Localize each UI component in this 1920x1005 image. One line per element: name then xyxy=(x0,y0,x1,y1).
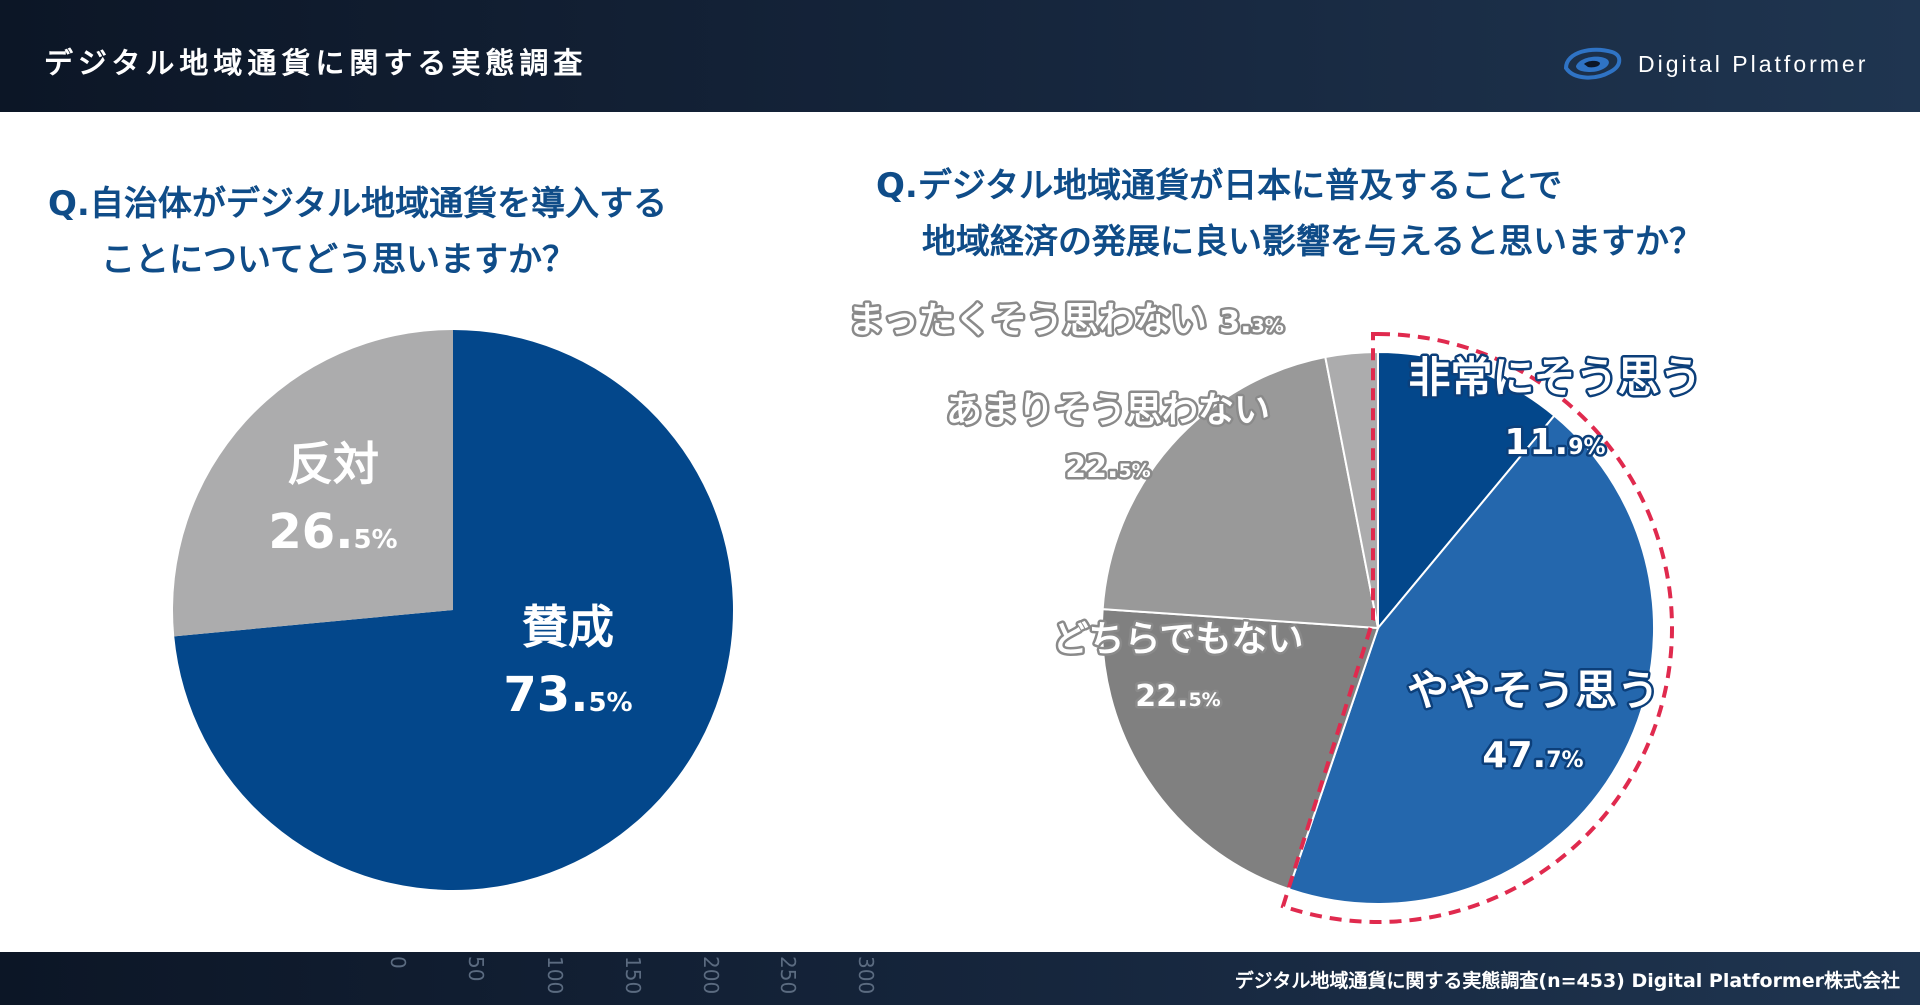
axis-tick-labels: 0 50 100 150 200 250 300 xyxy=(0,952,900,1005)
pie-1-slice-0 xyxy=(174,330,733,890)
source-credit: デジタル地域通貨に関する実態調査(n=453) Digital Platform… xyxy=(1234,970,1900,992)
pie-1-category-label-1: 反対 xyxy=(287,437,379,491)
header-bar: デジタル地域通貨に関する実態調査 Digital Platformer xyxy=(0,0,1920,112)
axis-tick-label: 200 xyxy=(699,956,723,995)
question-1: Q.自治体がデジタル地域通貨を導入する ことについてどう思いますか？ xyxy=(48,176,667,288)
pie-1-value-label-1: 26.5% xyxy=(268,504,397,560)
pie-2-slice-0 xyxy=(1377,350,1556,631)
pie-2-slice-1 xyxy=(1287,414,1655,905)
pie-chart-2: 非常にそう思う 11.9% ややそう思う 47.7% どちらでもない 22.5% あまりそう… xyxy=(846,298,1704,924)
pie-1-slice-1 xyxy=(172,330,453,637)
axis-tick-label: 0 xyxy=(386,956,410,969)
pie-2-label-4: まったくそう思わない 3.3% xyxy=(848,300,1284,341)
pie-1-value-label-0: 73.5% xyxy=(503,667,632,723)
question-2-line-2: 地域経済の発展に良い影響を与えると思いますか？ xyxy=(922,222,1703,262)
axis-tick-label: 250 xyxy=(776,956,800,995)
pie-2-value-label-2: 22.5% xyxy=(1135,679,1220,714)
question-2-line-1: Q.デジタル地域通貨が日本に普及することで xyxy=(876,166,1563,206)
pie-2-slice-3 xyxy=(1101,355,1380,630)
brand-name: Digital Platformer xyxy=(1638,50,1869,77)
axis-tick-label: 150 xyxy=(621,956,645,995)
axis-tick-label: 100 xyxy=(543,956,567,995)
pie-2-category-label-3: あまりそう思わない xyxy=(946,390,1270,431)
pie-2-category-label-2: どちらでもない xyxy=(1053,619,1304,660)
brand-logo: Digital Platformer xyxy=(1562,42,1868,86)
pie-2-slice-4 xyxy=(1324,350,1379,629)
question-2: Q.デジタル地域通貨が日本に普及することで 地域経済の発展に良い影響を与えると思… xyxy=(876,158,1703,270)
question-1-line-1: Q.自治体がデジタル地域通貨を導入する xyxy=(48,184,668,224)
footer-bar: 0 50 100 150 200 250 300 デジタル地域通貨に関する実態調査(n=45… xyxy=(0,952,1920,1005)
pie-2-value-label-1: 47.7% xyxy=(1482,735,1583,776)
page-title: デジタル地域通貨に関する実態調査 xyxy=(44,46,588,80)
pie-2-category-label-0: 非常にそう思う xyxy=(1408,353,1701,402)
pie-chart-1: 賛成 73.5% 反対 26.5% xyxy=(172,330,733,890)
highlight-dashed-outline xyxy=(1280,332,1674,924)
pie-1-category-label-0: 賛成 xyxy=(522,600,614,654)
digital-platformer-logo-icon xyxy=(1563,47,1622,80)
axis-tick-label: 50 xyxy=(464,956,488,982)
pie-charts: 賛成 73.5% 反対 26.5% 非常にそう思う 11.9% ややそう思う 47.7% どちら… xyxy=(172,298,1704,924)
question-1-line-2: ことについてどう思いますか？ xyxy=(101,240,576,280)
pie-2-value-label-0: 11.9% xyxy=(1504,422,1605,463)
pie-2-category-label-1: ややそう思う xyxy=(1407,666,1659,715)
axis-tick-label: 300 xyxy=(854,956,878,995)
pie-2-value-label-3: 22.5% xyxy=(1065,450,1150,485)
